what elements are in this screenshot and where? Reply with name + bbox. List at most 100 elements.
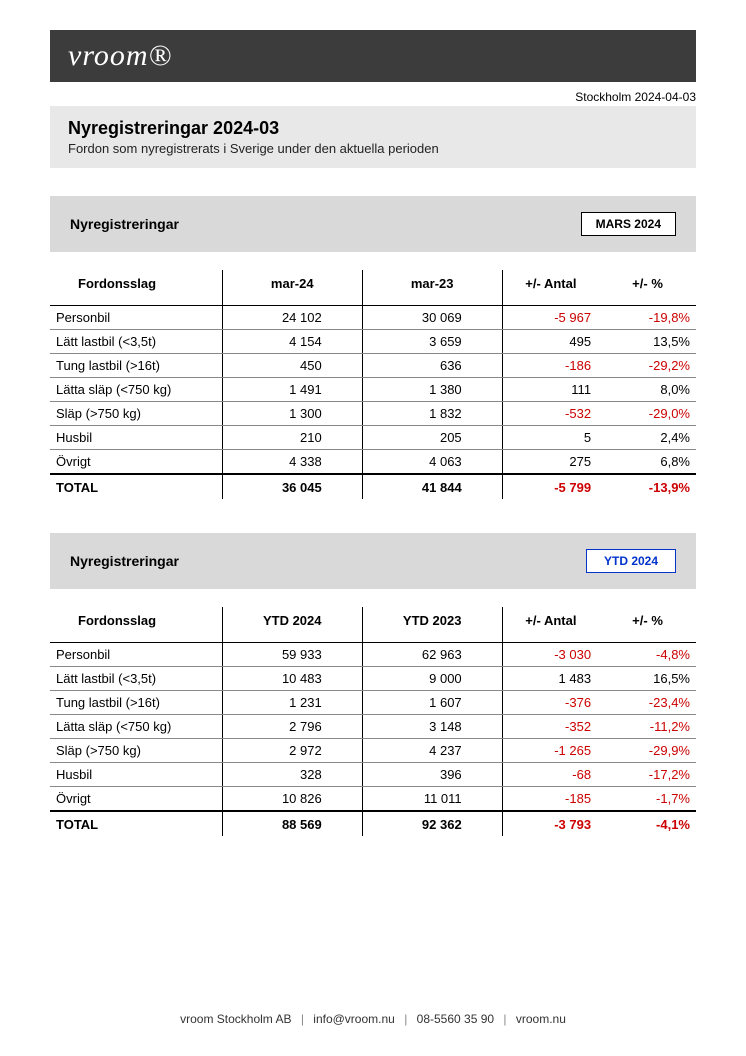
cell-previous: 30 069 <box>362 306 502 330</box>
col-diff: +/- Antal <box>502 270 599 306</box>
cell-previous: 636 <box>362 354 502 378</box>
cell-category: Övrigt <box>50 787 222 812</box>
footer-email: info@vroom.nu <box>313 1012 395 1026</box>
cell-current: 328 <box>222 763 362 787</box>
table-row: Lätt lastbil (<3,5t)4 1543 65949513,5% <box>50 330 696 354</box>
cell-pct: -23,4% <box>599 691 696 715</box>
cell-previous: 9 000 <box>362 667 502 691</box>
table-row: Övrigt10 82611 011-185-1,7% <box>50 787 696 812</box>
table-row: Husbil328396-68-17,2% <box>50 763 696 787</box>
cell-diff: 495 <box>502 330 599 354</box>
col-diff: +/- Antal <box>502 607 599 643</box>
col-pct: +/- % <box>599 607 696 643</box>
cell-current: 88 569 <box>222 811 362 836</box>
cell-pct: -29,2% <box>599 354 696 378</box>
title-box: Nyregistreringar 2024-03 Fordon som nyre… <box>50 106 696 168</box>
cell-diff: -3 793 <box>502 811 599 836</box>
section2-header: Nyregistreringar YTD 2024 <box>50 533 696 589</box>
cell-pct: -11,2% <box>599 715 696 739</box>
table-row: Släp (>750 kg)1 3001 832-532-29,0% <box>50 402 696 426</box>
cell-diff: -68 <box>502 763 599 787</box>
cell-current: 10 826 <box>222 787 362 812</box>
cell-diff: -185 <box>502 787 599 812</box>
cell-previous: 4 063 <box>362 450 502 475</box>
table-row: Lätta släp (<750 kg)2 7963 148-352-11,2% <box>50 715 696 739</box>
cell-category: TOTAL <box>50 811 222 836</box>
cell-category: Personbil <box>50 643 222 667</box>
top-bar: vroom® <box>50 30 696 82</box>
cell-pct: -13,9% <box>599 474 696 499</box>
cell-category: Övrigt <box>50 450 222 475</box>
footer-company: vroom Stockholm AB <box>180 1012 291 1026</box>
table-row: Personbil59 93362 963-3 030-4,8% <box>50 643 696 667</box>
cell-current: 450 <box>222 354 362 378</box>
cell-diff: -1 265 <box>502 739 599 763</box>
col-current: mar-24 <box>222 270 362 306</box>
cell-diff: 5 <box>502 426 599 450</box>
section2-title: Nyregistreringar <box>70 553 179 569</box>
cell-pct: -29,9% <box>599 739 696 763</box>
table-total-row: TOTAL88 56992 362-3 793-4,1% <box>50 811 696 836</box>
table-row: Tung lastbil (>16t)450636-186-29,2% <box>50 354 696 378</box>
section2-badge: YTD 2024 <box>586 549 676 573</box>
cell-previous: 1 380 <box>362 378 502 402</box>
cell-pct: 13,5% <box>599 330 696 354</box>
cell-pct: 16,5% <box>599 667 696 691</box>
cell-category: Lätt lastbil (<3,5t) <box>50 330 222 354</box>
cell-current: 24 102 <box>222 306 362 330</box>
cell-pct: -29,0% <box>599 402 696 426</box>
cell-previous: 3 659 <box>362 330 502 354</box>
cell-previous: 92 362 <box>362 811 502 836</box>
cell-current: 1 491 <box>222 378 362 402</box>
logo-text: vroom® <box>68 39 172 73</box>
table-month: Fordonsslag mar-24 mar-23 +/- Antal +/- … <box>50 270 696 499</box>
cell-current: 1 231 <box>222 691 362 715</box>
cell-diff: -3 030 <box>502 643 599 667</box>
cell-pct: -4,8% <box>599 643 696 667</box>
cell-previous: 205 <box>362 426 502 450</box>
cell-diff: -376 <box>502 691 599 715</box>
col-pct: +/- % <box>599 270 696 306</box>
cell-current: 4 338 <box>222 450 362 475</box>
footer-phone: 08-5560 35 90 <box>417 1012 494 1026</box>
table-row: Personbil24 10230 069-5 967-19,8% <box>50 306 696 330</box>
cell-category: Tung lastbil (>16t) <box>50 691 222 715</box>
cell-category: Husbil <box>50 763 222 787</box>
cell-previous: 11 011 <box>362 787 502 812</box>
cell-current: 1 300 <box>222 402 362 426</box>
cell-pct: -17,2% <box>599 763 696 787</box>
cell-pct: 8,0% <box>599 378 696 402</box>
cell-diff: 111 <box>502 378 599 402</box>
cell-category: TOTAL <box>50 474 222 499</box>
cell-diff: -5 967 <box>502 306 599 330</box>
section1-title: Nyregistreringar <box>70 216 179 232</box>
cell-category: Personbil <box>50 306 222 330</box>
cell-current: 2 796 <box>222 715 362 739</box>
cell-previous: 1 607 <box>362 691 502 715</box>
cell-category: Tung lastbil (>16t) <box>50 354 222 378</box>
cell-pct: -4,1% <box>599 811 696 836</box>
cell-previous: 396 <box>362 763 502 787</box>
cell-diff: 275 <box>502 450 599 475</box>
cell-previous: 41 844 <box>362 474 502 499</box>
cell-category: Lätt lastbil (<3,5t) <box>50 667 222 691</box>
col-previous: mar-23 <box>362 270 502 306</box>
cell-diff: -352 <box>502 715 599 739</box>
cell-category: Husbil <box>50 426 222 450</box>
table-total-row: TOTAL36 04541 844-5 799-13,9% <box>50 474 696 499</box>
cell-category: Släp (>750 kg) <box>50 739 222 763</box>
table-ytd: Fordonsslag YTD 2024 YTD 2023 +/- Antal … <box>50 607 696 836</box>
cell-current: 4 154 <box>222 330 362 354</box>
footer-site: vroom.nu <box>516 1012 566 1026</box>
col-category: Fordonsslag <box>50 270 222 306</box>
cell-previous: 3 148 <box>362 715 502 739</box>
table-row: Lätt lastbil (<3,5t)10 4839 0001 48316,5… <box>50 667 696 691</box>
table-row: Tung lastbil (>16t)1 2311 607-376-23,4% <box>50 691 696 715</box>
table-row: Övrigt4 3384 0632756,8% <box>50 450 696 475</box>
cell-pct: 6,8% <box>599 450 696 475</box>
col-current: YTD 2024 <box>222 607 362 643</box>
cell-category: Lätta släp (<750 kg) <box>50 715 222 739</box>
col-category: Fordonsslag <box>50 607 222 643</box>
cell-diff: -532 <box>502 402 599 426</box>
cell-current: 210 <box>222 426 362 450</box>
